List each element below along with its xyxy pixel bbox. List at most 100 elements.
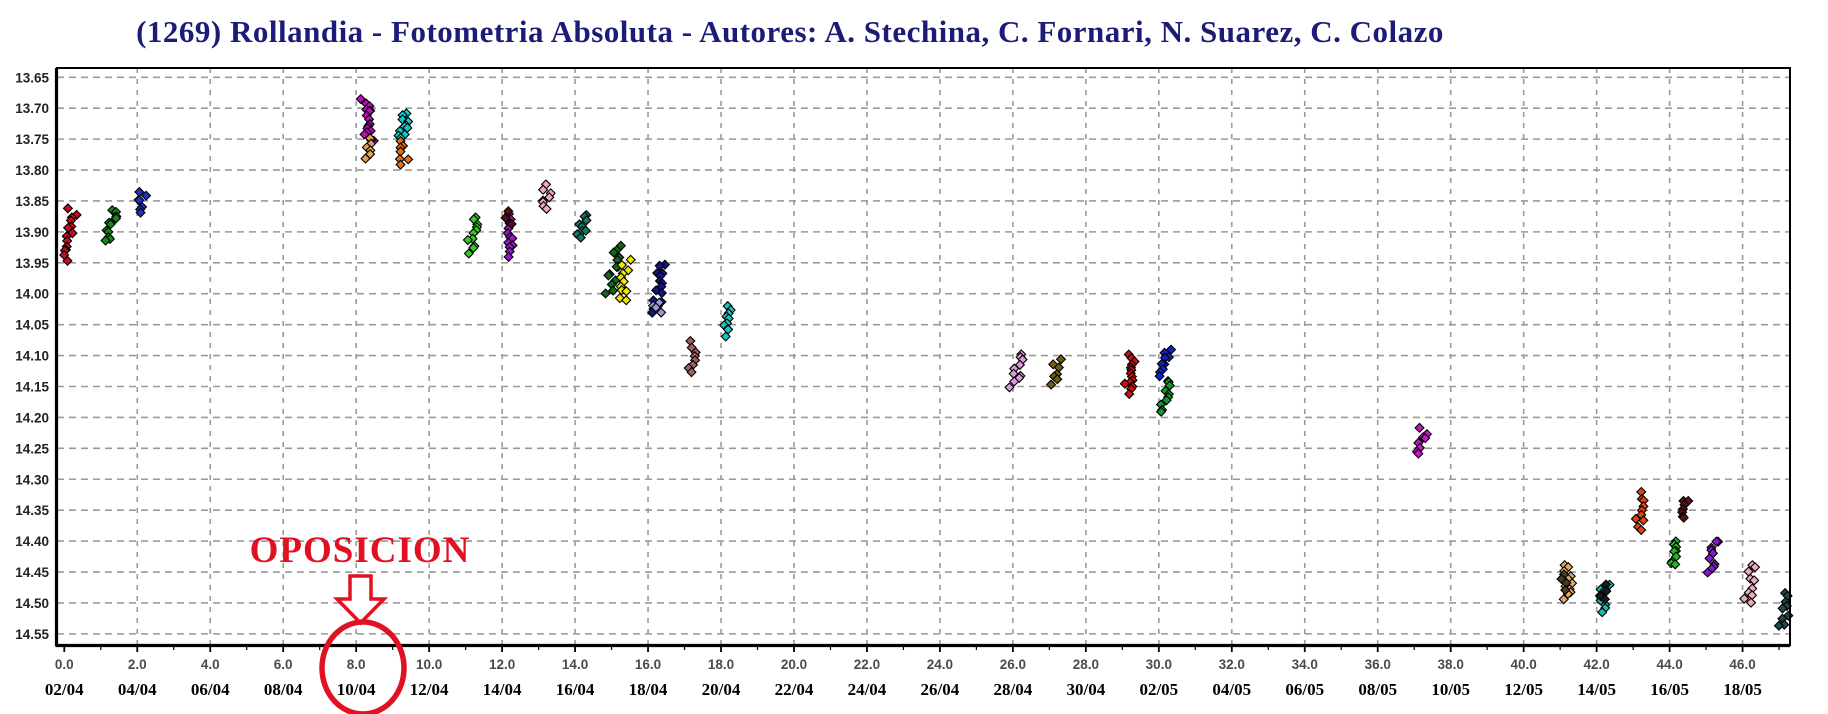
data-point: [654, 260, 665, 271]
data-cluster: [1739, 559, 1761, 608]
svg-text:06/05: 06/05: [1285, 680, 1324, 699]
svg-text:14/04: 14/04: [483, 680, 522, 699]
svg-text:16/04: 16/04: [556, 680, 595, 699]
svg-text:16/05: 16/05: [1650, 680, 1689, 699]
svg-text:14.25: 14.25: [15, 441, 49, 456]
svg-text:36.0: 36.0: [1365, 657, 1391, 672]
svg-text:10/04: 10/04: [337, 680, 376, 699]
data-point: [1420, 432, 1431, 444]
svg-text:14.35: 14.35: [15, 503, 49, 518]
data-point: [600, 288, 611, 299]
data-point: [503, 251, 514, 263]
data-cluster: [360, 133, 377, 164]
data-point: [608, 247, 619, 258]
data-point: [463, 248, 475, 259]
oposicion-arrow-icon: [332, 574, 389, 626]
svg-text:06/04: 06/04: [191, 680, 230, 699]
svg-text:30.0: 30.0: [1146, 657, 1172, 672]
data-point: [1599, 594, 1611, 605]
svg-text:14.15: 14.15: [15, 379, 49, 394]
data-cluster: [718, 300, 736, 342]
svg-text:34.0: 34.0: [1292, 657, 1318, 672]
data-point: [1595, 590, 1606, 602]
svg-text:14.05: 14.05: [15, 318, 49, 333]
svg-text:16.0: 16.0: [635, 657, 661, 672]
svg-text:13.95: 13.95: [15, 256, 49, 271]
data-point: [1556, 573, 1567, 585]
chart-title: (1269) Rollandia - Fotometria Absoluta -…: [136, 14, 1444, 49]
svg-text:22/04: 22/04: [775, 680, 814, 699]
svg-text:13.75: 13.75: [15, 132, 49, 147]
data-point: [1004, 382, 1015, 393]
svg-text:40.0: 40.0: [1511, 657, 1537, 672]
data-point: [360, 153, 371, 164]
data-cluster: [1556, 569, 1572, 596]
data-cluster: [100, 204, 122, 246]
svg-text:2.0: 2.0: [128, 657, 147, 672]
data-point: [1124, 388, 1135, 400]
data-point: [1119, 378, 1131, 389]
svg-text:18/04: 18/04: [629, 680, 668, 699]
data-cluster: [1677, 495, 1694, 523]
svg-text:02/04: 02/04: [45, 680, 84, 699]
data-point: [1636, 524, 1647, 536]
data-point: [105, 219, 116, 230]
data-point: [1014, 359, 1026, 371]
data-point: [62, 255, 73, 267]
data-point: [603, 270, 614, 281]
data-point: [140, 190, 152, 201]
data-point: [1055, 354, 1067, 365]
data-point: [614, 292, 626, 304]
data-cluster: [1045, 354, 1067, 390]
svg-text:14.20: 14.20: [15, 410, 49, 425]
data-point: [720, 331, 731, 342]
svg-text:32.0: 32.0: [1219, 657, 1245, 672]
data-point: [359, 129, 370, 140]
data-point: [1630, 513, 1642, 525]
data-cluster: [1155, 375, 1175, 417]
data-cluster: [394, 135, 414, 170]
svg-text:18/05: 18/05: [1723, 680, 1762, 699]
x-axis-labels: 0.0 02/04 2.0 04/04 4.0 06/04 6.0 08/04 8.0 10/04…: [45, 657, 1762, 699]
data-point: [395, 159, 406, 170]
svg-text:14.45: 14.45: [15, 565, 49, 580]
data-point: [1161, 395, 1172, 406]
data-point: [403, 154, 414, 165]
data-point: [468, 242, 479, 254]
svg-text:13.90: 13.90: [15, 225, 49, 240]
svg-text:42.0: 42.0: [1583, 657, 1609, 672]
svg-text:13.85: 13.85: [15, 194, 49, 209]
data-point: [506, 218, 517, 230]
svg-text:30/04: 30/04: [1066, 680, 1105, 699]
svg-text:14.30: 14.30: [15, 472, 49, 487]
svg-text:28/04: 28/04: [994, 680, 1033, 699]
svg-text:20/04: 20/04: [702, 680, 741, 699]
data-point: [1045, 379, 1057, 390]
data-point: [1014, 372, 1025, 384]
data-cluster: [1004, 349, 1028, 393]
svg-text:14/05: 14/05: [1577, 680, 1616, 699]
svg-text:14.40: 14.40: [15, 534, 49, 549]
data-cluster: [1630, 486, 1649, 536]
svg-text:12/04: 12/04: [410, 680, 449, 699]
data-cluster: [500, 206, 517, 230]
data-point: [686, 366, 697, 378]
svg-text:12/05: 12/05: [1504, 680, 1543, 699]
svg-text:12.0: 12.0: [489, 657, 515, 672]
data-point: [462, 234, 474, 246]
svg-text:08/05: 08/05: [1358, 680, 1397, 699]
svg-text:46.0: 46.0: [1729, 657, 1755, 672]
data-point: [537, 184, 549, 195]
svg-text:10.0: 10.0: [416, 657, 442, 672]
data-point: [650, 302, 662, 313]
data-point: [655, 307, 667, 318]
data-point: [541, 203, 552, 215]
data-point: [1704, 553, 1715, 564]
svg-text:4.0: 4.0: [201, 657, 220, 672]
data-cluster: [647, 297, 667, 318]
svg-text:8.0: 8.0: [347, 657, 366, 672]
data-cluster: [1666, 536, 1682, 570]
data-point: [1052, 374, 1063, 385]
data-point: [135, 207, 146, 218]
